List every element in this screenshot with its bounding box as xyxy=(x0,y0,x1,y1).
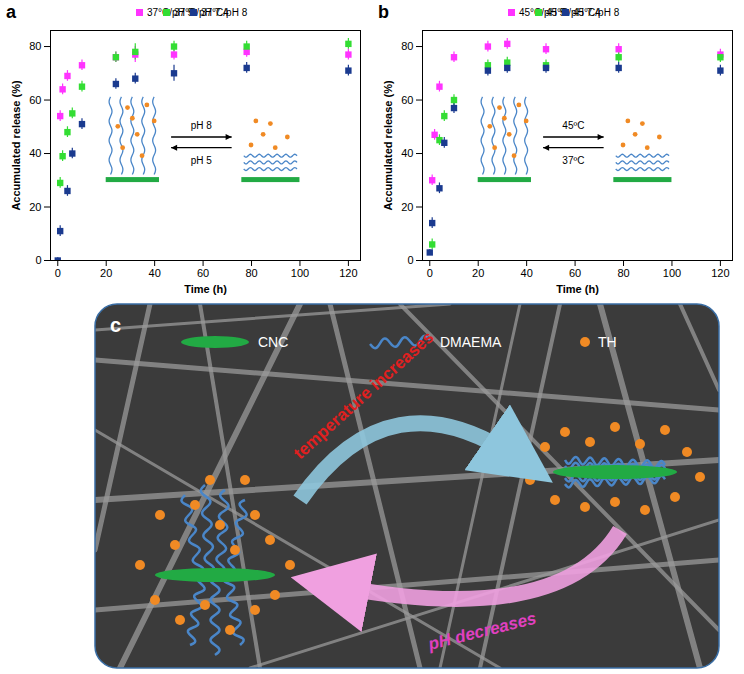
svg-text:60: 60 xyxy=(401,94,413,106)
svg-text:Accumulated release (%): Accumulated release (%) xyxy=(10,80,22,211)
svg-text:40: 40 xyxy=(149,267,161,279)
svg-text:TH: TH xyxy=(598,334,617,350)
svg-text:20: 20 xyxy=(472,267,484,279)
svg-text:0: 0 xyxy=(427,267,433,279)
svg-text:0: 0 xyxy=(55,267,61,279)
svg-text:0: 0 xyxy=(35,254,41,266)
svg-text:60: 60 xyxy=(29,94,41,106)
svg-text:20: 20 xyxy=(401,201,413,213)
svg-text:80: 80 xyxy=(617,267,629,279)
svg-text:120: 120 xyxy=(339,267,357,279)
svg-text:80: 80 xyxy=(29,40,41,52)
svg-text:45°C/pH 7.4: 45°C/pH 7.4 xyxy=(546,7,601,18)
svg-text:80: 80 xyxy=(245,267,257,279)
svg-text:100: 100 xyxy=(291,267,309,279)
svg-text:Time (h): Time (h) xyxy=(556,283,599,295)
svg-text:temperature increases: temperature increases xyxy=(290,327,438,463)
svg-text:b: b xyxy=(378,2,389,22)
svg-text:20: 20 xyxy=(100,267,112,279)
svg-text:c: c xyxy=(110,314,121,336)
svg-text:pH 5: pH 5 xyxy=(191,155,213,166)
svg-text:CNC: CNC xyxy=(258,334,288,350)
svg-text:DMAEMA: DMAEMA xyxy=(440,334,502,350)
svg-text:20: 20 xyxy=(29,201,41,213)
svg-text:40: 40 xyxy=(521,267,533,279)
svg-text:100: 100 xyxy=(663,267,681,279)
svg-text:Time (h): Time (h) xyxy=(184,283,227,295)
svg-text:a: a xyxy=(6,2,17,22)
svg-text:45°C/pH 8: 45°C/pH 8 xyxy=(573,7,620,18)
svg-text:pH 8: pH 8 xyxy=(191,120,213,131)
svg-text:120: 120 xyxy=(711,267,729,279)
svg-text:pH decreases: pH decreases xyxy=(425,609,538,654)
svg-text:45°C/pH 5: 45°C/pH 5 xyxy=(519,7,566,18)
svg-text:45ºC: 45ºC xyxy=(562,120,584,131)
svg-text:80: 80 xyxy=(401,40,413,52)
svg-text:37°C/pH 5: 37°C/pH 5 xyxy=(147,7,194,18)
svg-text:40: 40 xyxy=(401,147,413,159)
svg-text:37°C/pH 7.4: 37°C/pH 7.4 xyxy=(174,7,229,18)
svg-text:37ºC: 37ºC xyxy=(562,155,584,166)
svg-text:37°C/pH 8: 37°C/pH 8 xyxy=(201,7,248,18)
svg-text:0: 0 xyxy=(407,254,413,266)
svg-text:Accumulated release (%): Accumulated release (%) xyxy=(382,80,394,211)
svg-text:40: 40 xyxy=(29,147,41,159)
svg-text:60: 60 xyxy=(569,267,581,279)
svg-text:60: 60 xyxy=(197,267,209,279)
